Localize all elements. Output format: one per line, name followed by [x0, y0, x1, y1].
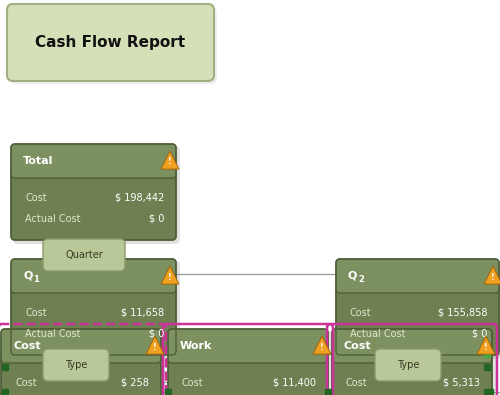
Text: !: !: [491, 273, 495, 282]
Bar: [484, 389, 490, 395]
Text: Actual Cost: Actual Cost: [25, 329, 80, 339]
FancyBboxPatch shape: [338, 261, 500, 359]
Bar: [2, 389, 8, 395]
Text: Quarter: Quarter: [65, 250, 103, 260]
Text: $ 0: $ 0: [148, 214, 164, 224]
Text: Cost: Cost: [344, 341, 372, 351]
FancyBboxPatch shape: [336, 259, 499, 293]
FancyBboxPatch shape: [13, 146, 180, 244]
Bar: [165, 389, 171, 395]
Polygon shape: [161, 151, 179, 169]
Text: $ 11,658: $ 11,658: [121, 308, 164, 318]
Text: Cost: Cost: [346, 378, 368, 387]
Text: $ 155,858: $ 155,858: [438, 308, 487, 318]
FancyBboxPatch shape: [10, 7, 217, 84]
Text: $ 0: $ 0: [472, 329, 487, 339]
FancyBboxPatch shape: [168, 355, 328, 395]
Text: Q: Q: [348, 271, 358, 281]
FancyBboxPatch shape: [375, 349, 441, 381]
FancyBboxPatch shape: [13, 261, 180, 359]
Text: Cost: Cost: [350, 308, 372, 318]
Text: !: !: [153, 342, 157, 352]
FancyBboxPatch shape: [3, 331, 165, 395]
FancyBboxPatch shape: [11, 144, 176, 178]
Text: Cash Flow Report: Cash Flow Report: [36, 35, 186, 50]
FancyBboxPatch shape: [168, 329, 328, 363]
Text: $ 5,313: $ 5,313: [443, 378, 480, 387]
Text: Cost: Cost: [15, 378, 36, 387]
FancyBboxPatch shape: [1, 329, 161, 363]
Text: !: !: [320, 342, 324, 352]
FancyBboxPatch shape: [1, 355, 161, 395]
Polygon shape: [161, 266, 179, 284]
Text: Cost: Cost: [182, 378, 204, 387]
Text: !: !: [168, 273, 172, 282]
Polygon shape: [484, 266, 500, 284]
Text: Actual Cost: Actual Cost: [25, 214, 80, 224]
Text: $ 258: $ 258: [121, 378, 149, 387]
FancyBboxPatch shape: [11, 259, 176, 293]
FancyBboxPatch shape: [336, 285, 499, 355]
Text: Type: Type: [397, 360, 419, 370]
Polygon shape: [146, 336, 164, 354]
Text: Total: Total: [23, 156, 54, 166]
Text: 2: 2: [358, 275, 364, 284]
Text: !: !: [484, 342, 488, 352]
FancyBboxPatch shape: [43, 239, 125, 271]
FancyBboxPatch shape: [332, 355, 492, 395]
FancyBboxPatch shape: [7, 4, 214, 81]
FancyBboxPatch shape: [43, 349, 109, 381]
Text: $ 11,400: $ 11,400: [273, 378, 316, 387]
Text: Q: Q: [23, 271, 32, 281]
Bar: [325, 389, 331, 395]
Text: $ 0: $ 0: [148, 329, 164, 339]
Text: Cost: Cost: [25, 308, 46, 318]
Bar: [2, 364, 8, 370]
Polygon shape: [477, 336, 495, 354]
FancyBboxPatch shape: [170, 331, 332, 395]
Text: $ 198,442: $ 198,442: [115, 192, 164, 203]
FancyBboxPatch shape: [332, 329, 492, 363]
Polygon shape: [313, 336, 331, 354]
Text: Cost: Cost: [13, 341, 40, 351]
Bar: [487, 389, 493, 395]
Text: Actual Cost: Actual Cost: [350, 329, 406, 339]
FancyBboxPatch shape: [11, 170, 176, 240]
Text: Type: Type: [65, 360, 87, 370]
FancyBboxPatch shape: [11, 285, 176, 355]
Bar: [484, 364, 490, 370]
Text: 1: 1: [33, 275, 39, 284]
FancyBboxPatch shape: [334, 331, 496, 395]
Text: Work: Work: [180, 341, 212, 351]
Text: !: !: [168, 158, 172, 167]
Text: Cost: Cost: [25, 192, 46, 203]
